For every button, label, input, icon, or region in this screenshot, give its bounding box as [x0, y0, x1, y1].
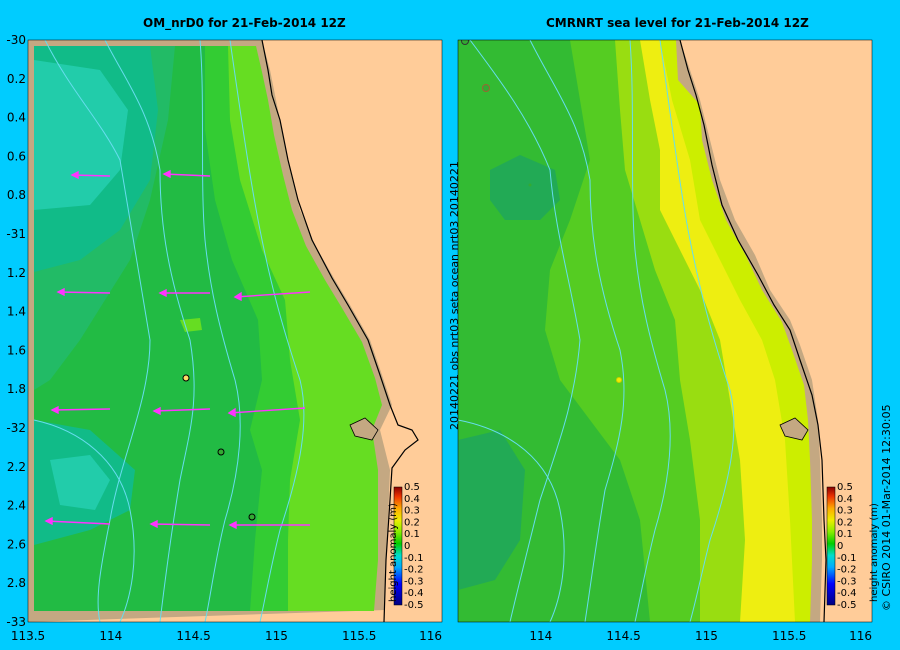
colorbar-tick-label: 0.5 [837, 482, 853, 493]
colorbar-tick-label: 0.1 [837, 529, 853, 540]
x-tick-label: 113.5 [11, 629, 45, 643]
x-tick-label: 114.5 [176, 629, 210, 643]
colorbar-tick-label: 0.3 [837, 506, 853, 517]
right-map [458, 40, 872, 622]
left-colorbar-label: height anomaly (m) [388, 503, 399, 602]
y-tick-label: -32 [6, 421, 26, 435]
y-tick-label: 2.4 [7, 499, 26, 513]
colorbar-tick-label: -0.5 [837, 600, 857, 611]
right-colorbar-scale [826, 486, 836, 606]
left-map-frame [27, 39, 443, 623]
colorbar-tick-label: -0.4 [837, 588, 857, 599]
run-info-label: 20140221 obs nrt03 seta ocean nrt03 2014… [448, 161, 461, 430]
x-tick-label: 115 [695, 629, 718, 643]
colorbar-tick-label: -0.3 [404, 576, 424, 587]
x-tick-label: 114 [529, 629, 552, 643]
x-tick-label: 116 [419, 629, 442, 643]
right-colorbar-ticks: 0.50.40.30.20.10-0.1-0.2-0.3-0.4-0.5 [837, 482, 857, 611]
left-ocean-patch [180, 318, 202, 332]
y-tick-label: 0.2 [7, 72, 26, 86]
colorbar-tick-label: 0.5 [404, 482, 420, 493]
right-colorbar-label: height anomaly (m) [869, 503, 880, 602]
y-tick-label: 2.6 [7, 537, 26, 551]
x-tick-label: 115.5 [342, 629, 376, 643]
left-bathymetry-contours [33, 40, 305, 622]
y-tick-label: 2.2 [7, 460, 26, 474]
right-island [779, 417, 809, 441]
right-map-title: CMRNRT sea level for 21-Feb-2014 12Z [546, 16, 809, 30]
y-tick-label: 2.8 [7, 576, 26, 590]
left-observation-markers [182, 374, 256, 521]
left-map-title: OM_nrD0 for 21-Feb-2014 12Z [143, 16, 346, 30]
colorbar-tick-label: -0.2 [837, 565, 857, 576]
y-tick-label: 0.6 [7, 149, 26, 163]
colorbar-tick-label: -0.1 [404, 553, 424, 564]
colorbar-tick-label: 0 [837, 541, 843, 552]
colorbar-tick-label: -0.3 [837, 576, 857, 587]
colorbar-tick-label: 0.4 [404, 494, 420, 505]
right-x-axis-ticks: 114 114.5 115 115.5 116 [529, 629, 872, 643]
x-tick-label: 115.5 [772, 629, 806, 643]
credit-text: © CSIRO 2014 01-Mar-2014 12:30:05 [880, 404, 893, 611]
left-coastline [261, 40, 419, 622]
x-tick-label: 114 [99, 629, 122, 643]
colorbar-tick-label: -0.4 [404, 588, 424, 599]
colorbar-tick-label: 0.1 [404, 529, 420, 540]
colorbar-tick-label: 0 [404, 541, 410, 552]
colorbar-tick-label: 0.2 [837, 517, 853, 528]
colorbar-tick-label: 0.3 [404, 506, 420, 517]
colorbar-tick-label: -0.1 [837, 553, 857, 564]
left-colorbar-ticks: 0.50.40.30.20.10-0.1-0.2-0.3-0.4-0.5 [404, 482, 424, 611]
x-tick-label: 114.5 [606, 629, 640, 643]
left-ocean-blob-south-inner [50, 455, 110, 510]
left-ocean-band-6 [34, 60, 128, 210]
right-bathymetry-contours [458, 40, 735, 622]
left-x-axis-ticks: 113.5 114 114.5 115 115.5 116 [11, 629, 442, 643]
left-current-vectors [44, 169, 311, 530]
y-tick-label: 0.4 [7, 111, 26, 125]
right-observation-markers [461, 40, 622, 383]
y-tick-label: -31 [6, 227, 26, 241]
left-island [349, 417, 379, 441]
y-tick-label: 0.8 [7, 188, 26, 202]
left-map [28, 40, 442, 622]
x-tick-label: 116 [849, 629, 872, 643]
right-coastline [679, 40, 827, 622]
left-colorbar-scale [393, 486, 403, 606]
x-tick-label: 115 [265, 629, 288, 643]
right-ocean-blob-south [458, 430, 525, 590]
colorbar-tick-label: -0.5 [404, 600, 424, 611]
left-y-axis-ticks: -30 0.2 0.4 0.6 0.8 -31 1.2 1.4 1.6 1.8 -32 2.2 2.4 2… [6, 33, 26, 629]
right-ocean-blob [490, 155, 560, 220]
y-tick-label: 1.2 [7, 266, 26, 280]
y-tick-label: -30 [6, 33, 26, 47]
y-tick-label: 1.4 [7, 305, 26, 319]
colorbar-tick-label: 0.2 [404, 517, 420, 528]
left-colorbar: 0.50.40.30.20.10-0.1-0.2-0.3-0.4-0.5 [393, 482, 424, 611]
y-tick-label: 1.8 [7, 382, 26, 396]
right-colorbar: 0.50.40.30.20.10-0.1-0.2-0.3-0.4-0.5 [826, 482, 857, 611]
y-tick-label: -33 [6, 615, 26, 629]
y-tick-label: 1.6 [7, 343, 26, 357]
colorbar-tick-label: -0.2 [404, 565, 424, 576]
right-map-frame [457, 39, 873, 623]
colorbar-tick-label: 0.4 [837, 494, 853, 505]
